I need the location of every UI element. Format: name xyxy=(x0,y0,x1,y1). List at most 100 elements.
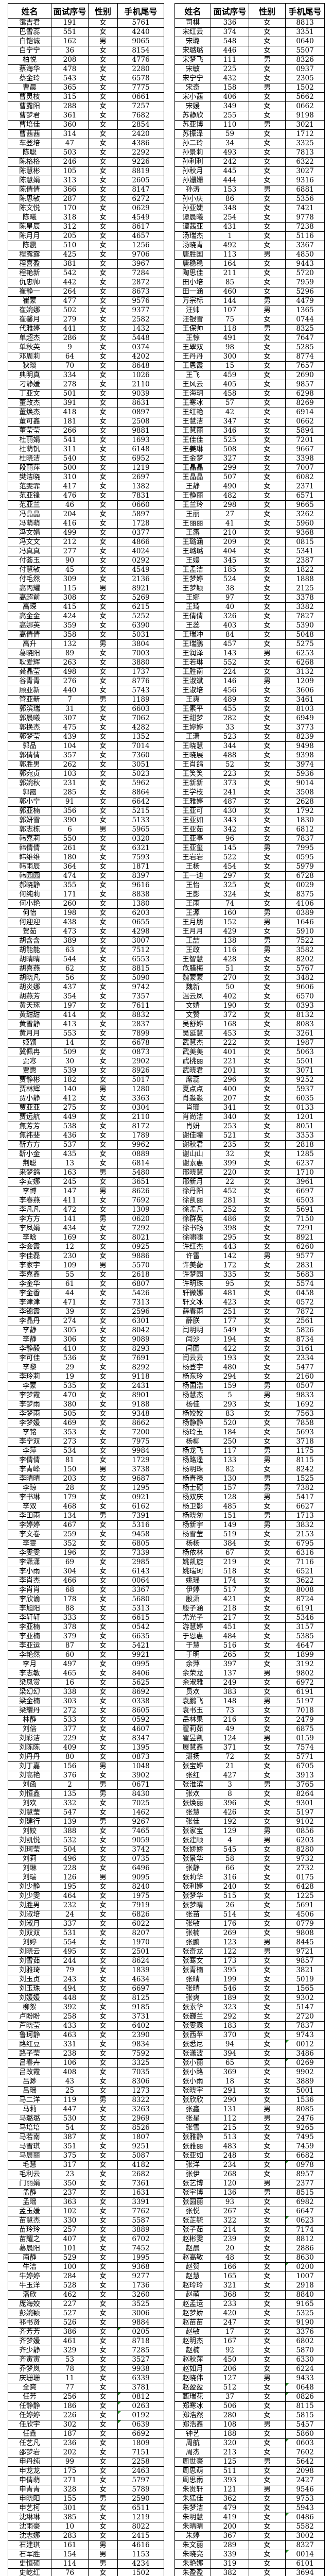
table-row: 王亚玺 145 男 7995 xyxy=(174,843,325,853)
column-header-phone: 手机尾号 xyxy=(285,3,325,19)
phone-cell: 3486 xyxy=(285,2049,325,2059)
serial-cell: 353 xyxy=(51,1428,89,1437)
phone-cell: 7692 xyxy=(117,1196,164,1206)
table-row: 韩园园 474 女 8397 xyxy=(8,871,164,881)
serial-cell: 73 xyxy=(211,1706,249,1716)
phone-cell: 9962 xyxy=(117,1140,164,1150)
gender-cell: 女 xyxy=(249,853,286,862)
phone-cell: 8648 xyxy=(117,361,164,371)
name-cell: 郭志栋 xyxy=(8,825,51,835)
table-row: 李春燕 411 女 7692 xyxy=(8,1196,164,1206)
serial-cell: 462 xyxy=(51,2290,89,2300)
phone-cell: 7495 xyxy=(285,2132,325,2142)
serial-cell: 437 xyxy=(51,982,89,992)
name-cell: 韩园园 xyxy=(8,871,51,881)
name-cell: 轩微娜 xyxy=(174,1289,211,1298)
name-cell: 宋媛 xyxy=(174,101,211,111)
table-row: 李锦霞 39 女 2596 xyxy=(8,1307,164,1317)
table-row: 席蕊 296 女 9252 xyxy=(174,1075,325,1085)
table-row: 荆聪 13 女 6814 xyxy=(8,1159,164,1168)
name-cell: 甄瑞花 xyxy=(174,2392,211,2402)
gender-cell: 女 xyxy=(88,139,118,148)
name-cell: 张娇娇 xyxy=(174,1845,211,1855)
gender-cell: 女 xyxy=(88,751,118,760)
phone-cell: 1839 xyxy=(117,1965,164,1975)
name-cell: 李志敏 xyxy=(8,1669,51,1679)
serial-cell: 385 xyxy=(51,2513,89,2522)
name-cell: 刘高艳 xyxy=(8,1771,51,1781)
table-row: 贺茹 473 女 4298 xyxy=(8,927,164,937)
name-cell: 杨明珠 xyxy=(174,1465,211,1475)
phone-cell: 0133 xyxy=(285,1103,325,1113)
table-row: 南静 529 女 1995 xyxy=(8,2253,164,2263)
gender-cell: 女 xyxy=(249,834,286,844)
name-cell: 董可鑫 xyxy=(8,417,51,427)
phone-cell: 6678 xyxy=(117,1038,164,1048)
gender-cell: 男 xyxy=(249,83,286,93)
table-row: 翟莉茹 49 女 6875 xyxy=(174,1724,325,1734)
phone-cell: 2831 xyxy=(285,1261,325,1270)
name-cell: 郭婉秋 xyxy=(8,778,51,788)
table-row: 刘晓云 495 女 2501 xyxy=(8,1947,164,1957)
gender-cell: 女 xyxy=(88,1678,118,1688)
phone-cell: 6402 xyxy=(117,2021,164,2031)
gender-cell: 男 xyxy=(249,55,286,65)
phone-cell: 7360 xyxy=(117,751,164,760)
gender-cell: 女 xyxy=(88,1641,118,1651)
phone-cell: 1899 xyxy=(285,1650,325,1660)
phone-cell: 1987 xyxy=(285,1038,325,1048)
table-row: 宋奇 158 男 1502 xyxy=(174,83,325,93)
name-cell: 杨龙飞 xyxy=(174,1446,211,1456)
name-cell: 韩维维 xyxy=(8,853,51,862)
table-row: 郭小宁 91 女 6642 xyxy=(8,797,164,807)
serial-cell: 341 xyxy=(211,1103,249,1113)
phone-cell: 8207 xyxy=(117,1928,164,1938)
name-cell: 李静 xyxy=(8,1326,51,1335)
table-row: 杨慧杰 5 男 9833 xyxy=(174,1391,325,1400)
phone-cell: 8269 xyxy=(285,398,325,408)
serial-cell: 364 xyxy=(51,862,89,872)
gender-cell: 女 xyxy=(249,1502,286,1512)
gender-cell: 男 xyxy=(249,649,286,658)
serial-cell: 414 xyxy=(51,1010,89,1020)
name-cell: 王丽丽 xyxy=(174,519,211,529)
phone-cell: 9706 xyxy=(117,250,164,260)
gender-cell: 女 xyxy=(88,482,118,492)
phone-cell: 8526 xyxy=(117,2123,164,2133)
gender-cell: 女 xyxy=(88,936,118,946)
serial-cell: 196 xyxy=(51,1548,89,1558)
gender-cell: 女 xyxy=(249,1576,286,1586)
serial-cell: 505 xyxy=(51,1409,89,1419)
serial-cell: 316 xyxy=(211,1873,249,1883)
phone-cell: 5285 xyxy=(285,343,325,352)
name-cell: 翟昱凯 xyxy=(174,1734,211,1743)
table-row: 魏蒙蒙 270 女 3482 xyxy=(174,973,325,983)
gender-cell: 男 xyxy=(249,2457,286,2467)
gender-cell: 女 xyxy=(249,2086,286,2096)
serial-cell: 430 xyxy=(211,806,249,816)
table-row: 王翠双 98 女 5285 xyxy=(174,343,325,352)
serial-cell: 313 xyxy=(51,176,89,185)
phone-cell: 5147 xyxy=(285,2003,325,2012)
phone-cell: 2596 xyxy=(117,1307,164,1317)
serial-cell: 153 xyxy=(211,185,249,195)
table-row: 全爽 77 女 3781 xyxy=(8,2383,164,2393)
serial-cell: 447 xyxy=(51,2105,89,2114)
serial-cell: 24 xyxy=(51,1910,89,1920)
gender-cell: 女 xyxy=(88,788,118,798)
name-cell: 王月朋 xyxy=(174,918,211,927)
table-row: 张家宝 129 男 0856 xyxy=(174,1826,325,1836)
phone-cell: 7602 xyxy=(285,2448,325,2458)
table-row: 王静丽 482 女 6571 xyxy=(174,491,325,501)
table-row: 单秋英 9 女 0374 xyxy=(8,343,164,352)
name-cell: 文婧 xyxy=(174,1001,211,1011)
phone-cell: 3021 xyxy=(285,120,325,130)
name-cell: 邢新月 xyxy=(174,1177,211,1187)
gender-cell: 女 xyxy=(249,1224,286,1233)
phone-cell: 1256 xyxy=(117,241,164,250)
name-cell: 汪银雪 xyxy=(174,315,211,325)
name-cell: 周思萌 xyxy=(174,2466,211,2476)
serial-cell: 521 xyxy=(211,1131,249,1141)
phone-cell: 1225 xyxy=(285,1891,325,1901)
table-row: 游慧婷 451 女 3157 xyxy=(174,1622,325,1632)
